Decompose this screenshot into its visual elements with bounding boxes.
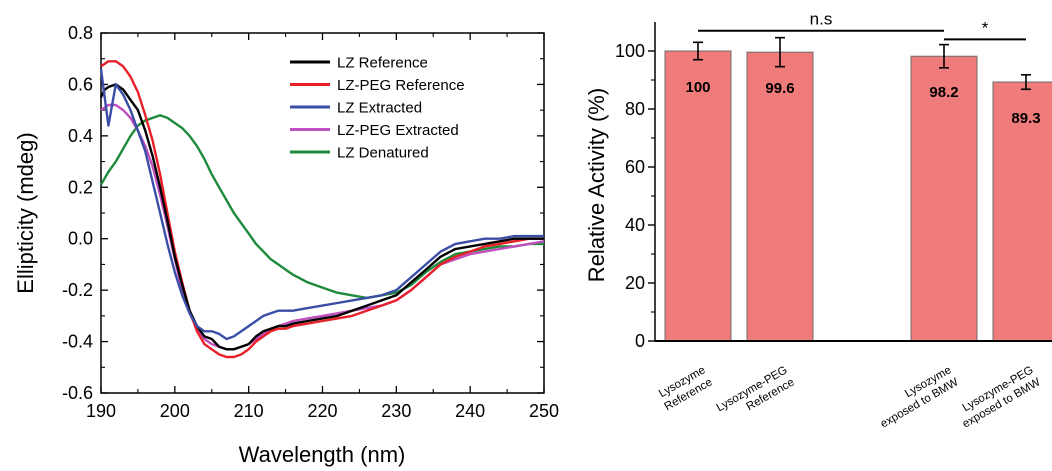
line-x-tick-label: 200: [160, 401, 190, 421]
line-y-tick-label: -0.6: [62, 383, 93, 403]
legend-label: LZ Reference: [337, 55, 428, 72]
bar-y-axis-title: Relative Activity (%): [584, 88, 609, 282]
bar-value-label: 99.6: [765, 80, 794, 97]
bar: [746, 51, 814, 342]
bar: [664, 50, 732, 342]
line-y-tick-label: 0.2: [68, 177, 93, 197]
line-x-ticks: 190 200 210 220 230 240 250: [86, 33, 559, 421]
line-series-lz-reference: [99, 83, 544, 351]
line-x-tick-label: 250: [529, 401, 559, 421]
bar-value-label: 100: [685, 79, 710, 96]
line-legend: LZ Reference LZ-PEG Reference LZ Extracted…: [290, 55, 465, 162]
significance-group: n.s *: [698, 10, 1026, 41]
bar-y-tick-label: 80: [625, 99, 645, 119]
legend-label: LZ-PEG Reference: [337, 77, 465, 94]
line-x-tick-label: 190: [86, 401, 116, 421]
line-series-lz-peg-reference: [100, 60, 544, 359]
line-y-tick-label: 0.6: [68, 74, 93, 94]
significance-label: n.s: [810, 10, 833, 29]
legend-label: LZ-PEG Extracted: [337, 122, 459, 139]
line-y-tick-label: -0.2: [62, 280, 93, 300]
line-y-tick-label: 0.0: [68, 229, 93, 249]
line-x-tick-label: 240: [455, 401, 485, 421]
line-series-group: [99, 60, 545, 359]
legend-label: LZ Denatured: [337, 145, 429, 162]
relative-activity-chart: 0 20 40 60 80 100 100 99.6 98.2 89.3 n.s * Lysozy…: [584, 10, 1052, 431]
bar-y-tick-label: 0: [635, 331, 645, 351]
bar-y-tick-label: 100: [615, 41, 645, 61]
line-x-tick-label: 230: [381, 401, 411, 421]
line-y-tick-label: 0.4: [68, 126, 93, 146]
line-y-ticks: -0.6 -0.4 -0.2 0.0 0.2 0.4 0.6 0.8: [62, 23, 544, 403]
bar-y-tick-label: 20: [625, 273, 645, 293]
line-series-lz-extracted: [99, 68, 544, 341]
line-y-axis-title: Ellipticity (mdeg): [13, 132, 38, 293]
cd-spectra-chart: 190 200 210 220 230 240 250 -0.6 -0.4 -0.2 0.0 0.2…: [13, 23, 559, 467]
line-x-axis-title: Wavelength (nm): [239, 442, 406, 467]
significance-label: *: [982, 18, 989, 37]
line-y-tick-label: 0.8: [68, 23, 93, 43]
bar-value-label: 89.3: [1011, 110, 1040, 127]
bar-y-tick-label: 60: [625, 157, 645, 177]
line-x-tick-label: 210: [234, 401, 264, 421]
line-series-lz-denatured: [99, 114, 544, 300]
line-y-tick-label: -0.4: [62, 332, 93, 352]
bar-y-tick-label: 40: [625, 215, 645, 235]
legend-label: LZ Extracted: [337, 100, 422, 117]
bar: [910, 55, 978, 342]
bar: [992, 81, 1052, 342]
line-x-tick-label: 220: [307, 401, 337, 421]
bar-value-label: 98.2: [929, 84, 958, 101]
bar-y-ticks: 0 20 40 60 80 100: [615, 41, 655, 351]
bar-bars-group: 100 99.6 98.2 89.3: [664, 36, 1052, 342]
line-series-lz-peg-extracted: [100, 103, 545, 351]
